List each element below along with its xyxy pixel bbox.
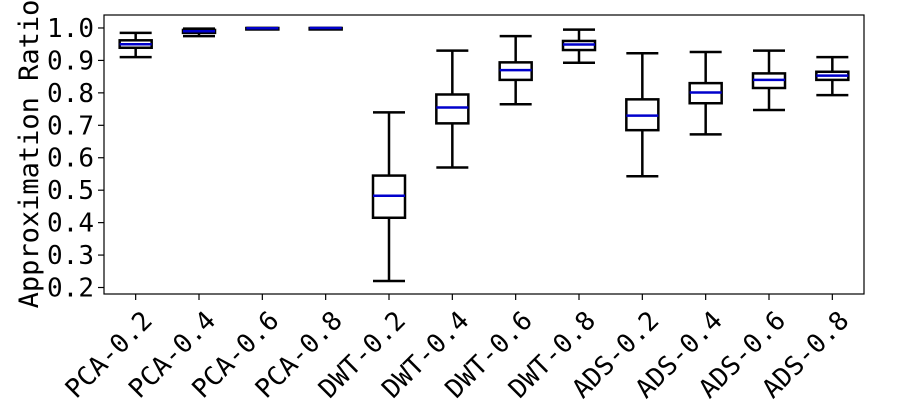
y-tick-label: 0.4: [47, 209, 94, 239]
box-pca-0-2: [118, 31, 153, 59]
y-tick-label: 0.2: [47, 274, 94, 304]
y-tick-label: 1.0: [47, 14, 94, 44]
y-tick-label: 0.5: [47, 176, 94, 206]
box-ads-0-6: [751, 49, 787, 112]
box-pca-0-4: [181, 27, 217, 38]
y-axis-label: Approximation Ratio: [14, 0, 45, 308]
box-pca-0-8: [308, 26, 343, 31]
box-ads-0-8: [815, 55, 850, 97]
y-tick-label: 0.8: [47, 79, 94, 109]
box-dwt-0-6: [498, 34, 533, 106]
box-dwt-0-2: [371, 111, 407, 283]
y-tick-label: 0.3: [47, 241, 94, 271]
box-dwt-0-8: [561, 28, 597, 64]
box-dwt-0-4: [435, 49, 470, 169]
box-ads-0-2: [625, 52, 660, 178]
y-tick-label: 0.7: [47, 111, 94, 141]
y-axis: 0.20.30.40.50.60.70.80.91.0: [47, 14, 104, 304]
interquartile-box: [435, 93, 470, 125]
box-series: [118, 26, 850, 283]
plot-area-frame: [103, 14, 865, 295]
y-tick-label: 0.9: [47, 46, 94, 76]
y-tick-label: 0.6: [47, 144, 94, 174]
box-pca-0-6: [245, 26, 280, 31]
x-axis: PCA-0.2PCA-0.4PCA-0.6PCA-0.8DWT-0.2DWT-0…: [60, 294, 855, 404]
box-ads-0-4: [688, 50, 723, 136]
